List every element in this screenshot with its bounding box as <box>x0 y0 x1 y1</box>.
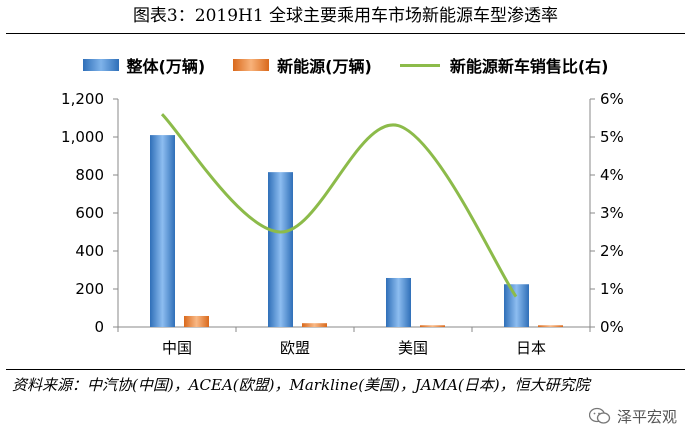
y-right-tick-label: 2% <box>600 242 624 260</box>
legend-label-ratio: 新能源新车销售比(右) <box>449 57 609 76</box>
x-tick-label: 日本 <box>516 339 546 357</box>
source-note: 资料来源：中汽协(中国)，ACEA(欧盟)，Markline(美国)，JAMA(… <box>12 376 590 394</box>
chart-title: 图表3：2019H1 全球主要乘用车市场新能源车型渗透率 <box>132 6 559 26</box>
source-divider <box>6 369 685 370</box>
legend-swatch-ratio <box>399 63 440 67</box>
chart-legend: 整体(万辆) 新能源(万辆) 新能源新车销售比(右) <box>0 52 691 78</box>
y-left-tick-label: 0 <box>94 318 104 336</box>
legend-swatch-total <box>82 59 119 71</box>
legend-item-ev: 新能源(万辆) <box>233 53 372 77</box>
y-left-tick-label: 1,000 <box>61 128 104 146</box>
legend-label-total: 整体(万辆) <box>126 57 206 76</box>
y-left-tick-label: 200 <box>75 280 104 298</box>
legend-item-total: 整体(万辆) <box>82 53 206 77</box>
y-right-tick-label: 5% <box>600 128 624 146</box>
bar-total <box>268 172 293 327</box>
legend-item-ratio: 新能源新车销售比(右) <box>399 53 609 77</box>
y-left-tick-label: 800 <box>75 166 104 184</box>
y-right-tick-label: 0% <box>600 318 624 336</box>
legend-swatch-ev <box>233 59 270 71</box>
bar-total <box>150 135 175 327</box>
wechat-icon <box>588 407 611 424</box>
x-tick-label: 欧盟 <box>280 339 310 357</box>
y-left-tick-label: 400 <box>75 242 104 260</box>
bar-ev <box>420 325 445 327</box>
x-tick-label: 美国 <box>398 339 428 357</box>
y-right-tick-label: 6% <box>600 90 624 108</box>
chart-plot: 0 200 400 600 800 1,000 1,200 0% 1% 2% 3% 4% 5% 6% 中国 欧… <box>61 90 624 357</box>
title-divider <box>6 33 685 34</box>
legend-label-ev: 新能源(万辆) <box>277 57 372 76</box>
ratio-line <box>160 113 518 298</box>
y-right-tick-label: 3% <box>600 204 624 222</box>
watermark-text: 泽平宏观 <box>616 407 677 426</box>
bar-ev <box>302 323 327 327</box>
watermark: 泽平宏观 <box>588 404 677 428</box>
bar-total <box>504 284 529 327</box>
y-left-tick-label: 600 <box>75 204 104 222</box>
y-right-tick-label: 1% <box>600 280 624 298</box>
bar-ev <box>184 315 209 327</box>
x-tick-label: 中国 <box>162 339 192 357</box>
bar-ev <box>538 325 563 327</box>
y-right-tick-label: 4% <box>600 166 624 184</box>
bar-total <box>386 277 411 327</box>
y-left-tick-label: 1,200 <box>61 90 104 108</box>
